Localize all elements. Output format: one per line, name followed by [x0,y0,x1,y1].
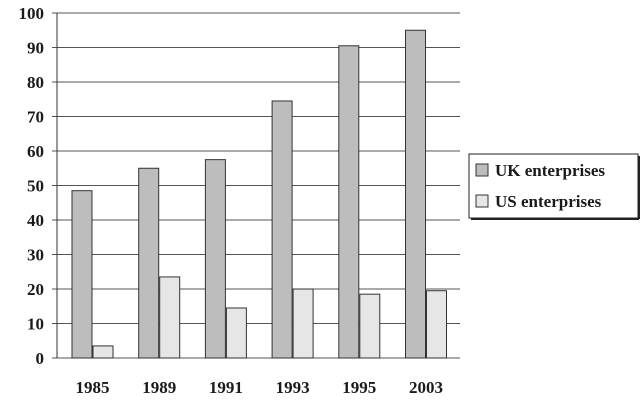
x-tick-label-1989: 1989 [142,378,176,397]
bar-us-enterprises-1991 [225,307,247,359]
x-tick-label-1985: 1985 [76,378,110,397]
bar-us-enterprises-1993 [292,288,314,359]
y-tick-label-30: 30 [27,246,44,265]
gridlines [52,12,460,359]
legend-box [468,153,639,219]
y-tick-label-60: 60 [27,142,44,161]
y-tick-label-0: 0 [36,349,45,368]
bar-us-enterprises-1985 [92,345,114,359]
y-axis-ticks: 0 10 20 30 40 50 60 70 80 90 100 [19,4,45,368]
y-tick-label-50: 50 [27,177,44,196]
y-tick-label-70: 70 [27,108,44,127]
legend-swatch-us-enterprises [475,194,489,208]
y-tick-label-90: 90 [27,39,44,58]
bar-us-enterprises-2003 [426,290,447,359]
bar-uk-enterprises-1989 [138,167,160,359]
x-tick-label-1993: 1993 [276,378,310,397]
y-tick-label-100: 100 [19,4,45,23]
bar-uk-enterprises-1985 [71,190,93,359]
bar-us-enterprises-1989 [159,276,181,359]
legend: UK enterprises US enterprises [468,153,640,220]
x-axis-ticks: 1985 1989 1991 1993 1995 2003 [76,378,444,397]
x-tick-label-2003: 2003 [409,378,443,397]
legend-label-us-enterprises: US enterprises [495,192,602,211]
y-tick-label-10: 10 [27,315,44,334]
bar-us-enterprises-1995 [359,293,381,359]
x-tick-label-1991: 1991 [209,378,243,397]
bar-uk-enterprises-1993 [271,100,293,359]
y-tick-label-80: 80 [27,73,44,92]
bars [71,29,447,359]
y-tick-label-40: 40 [27,211,44,230]
y-tick-label-20: 20 [27,280,44,299]
x-tick-label-1995: 1995 [342,378,376,397]
bar-uk-enterprises-1991 [204,159,226,359]
bar-uk-enterprises-2003 [405,29,426,359]
legend-label-uk-enterprises: UK enterprises [495,161,605,180]
legend-swatch-uk-enterprises [475,163,489,177]
bar-uk-enterprises-1995 [338,45,360,359]
